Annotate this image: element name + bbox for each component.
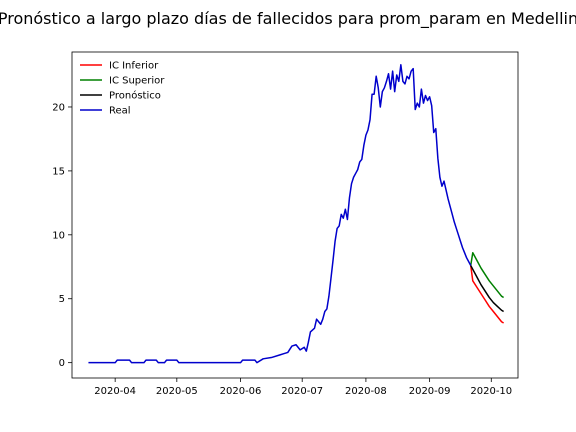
y-tick-label: 10 (52, 230, 65, 241)
y-tick-label: 15 (52, 166, 65, 177)
y-axis: 0 5 10 15 20 (52, 102, 72, 369)
x-tick-label: 2020-06 (220, 386, 262, 397)
y-tick-label: 0 (59, 358, 65, 369)
y-tick-label: 20 (52, 102, 65, 113)
legend-label: IC Inferior (109, 61, 159, 72)
x-tick-label: 2020-05 (156, 386, 198, 397)
x-tick-label: 2020-04 (94, 386, 136, 397)
x-tick-label: 2020-09 (409, 386, 451, 397)
x-tick-label: 2020-08 (345, 386, 387, 397)
x-axis: 2020-04 2020-05 2020-06 2020-07 2020-08 2020-… (94, 378, 512, 397)
legend-label: Pronóstico (109, 90, 161, 102)
legend-label: IC Superior (109, 76, 165, 87)
legend-label: Real (109, 106, 131, 117)
chart-title: Pronóstico a largo plazo días de falleci… (0, 9, 576, 29)
x-tick-label: 2020-10 (470, 386, 512, 397)
x-tick-label: 2020-07 (281, 386, 323, 397)
y-tick-label: 5 (59, 294, 65, 305)
